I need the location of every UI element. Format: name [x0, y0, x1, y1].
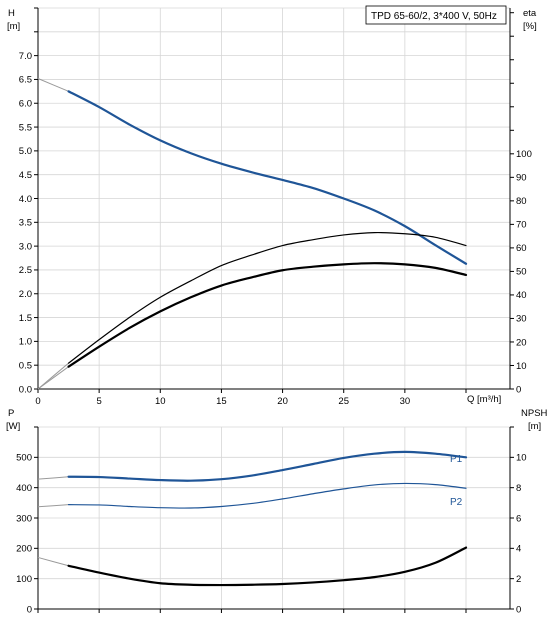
top-left-tick-label: 0.0 — [19, 384, 32, 395]
top-left-tick-label: 2.5 — [19, 265, 32, 276]
top-left-tick-label: 4.0 — [19, 194, 32, 205]
bottom-left-tick-label: 400 — [16, 483, 32, 494]
top-right-tick-label: 100 — [516, 149, 532, 160]
top-left-axis-title-symbol: H — [8, 8, 15, 19]
bottom-right-tick-label: 6 — [516, 513, 521, 524]
top-right-axis-title-unit: [%] — [523, 21, 537, 32]
title-box — [365, 5, 507, 25]
bottom-series-2-extrapolation — [37, 556, 69, 567]
top-x-tick-label: 5 — [96, 396, 101, 407]
p1-series-label: P1 — [450, 454, 463, 465]
bottom-right-tick-label: 8 — [516, 483, 521, 494]
top-right-tick-label: 20 — [516, 337, 527, 348]
bottom-series-1-line — [67, 482, 467, 509]
top-x-tick-label: 30 — [400, 396, 411, 407]
top-right-tick-label: 60 — [516, 243, 527, 254]
bottom-left-tick-label: 100 — [16, 574, 32, 585]
top-right-tick-label: 10 — [516, 361, 527, 372]
bottom-right-tick-label: 2 — [516, 574, 521, 585]
bottom-right-axis-title-unit: [m] — [528, 421, 541, 432]
top-left-tick-label: 1.0 — [19, 337, 32, 348]
top-right-tick-label: 40 — [516, 290, 527, 301]
top-series-2-line — [67, 262, 468, 368]
chart-title: TPD 65-60/2, 3*400 V, 50Hz — [371, 11, 497, 22]
top-left-tick-label: 0.5 — [19, 360, 32, 371]
bottom-left-axis-title-unit: [W] — [6, 421, 20, 432]
bottom-series-1-extrapolation — [37, 504, 69, 508]
bottom-series-2-line — [67, 546, 468, 587]
top-right-tick-label: 70 — [516, 220, 527, 231]
bottom-grid — [34, 426, 514, 613]
top-left-tick-label: 4.5 — [19, 170, 32, 181]
bottom-left-tick-label: 300 — [16, 513, 32, 524]
top-left-tick-label: 5.5 — [19, 122, 32, 133]
top-x-tick-label: 15 — [216, 396, 227, 407]
top-right-tick-label: 0 — [516, 384, 521, 395]
bottom-right-tick-label: 4 — [516, 544, 521, 555]
top-x-tick-label: 20 — [277, 396, 288, 407]
top-right-tick-label: 80 — [516, 196, 527, 207]
axis-labels-group: 0.0 0.5 1.0 1.5 2.0 2.5 3.0 3.5 4.0 4.5 5.0 5.5 6.0 6… — [16, 51, 532, 615]
top-series-2-extrapolation — [37, 366, 69, 390]
top-right-axis-title-symbol: eta — [523, 8, 537, 19]
top-right-tick-label: 90 — [516, 173, 527, 184]
top-left-tick-label: 1.5 — [19, 313, 32, 324]
top-series-group — [37, 78, 468, 390]
top-left-axis-title-unit: [m] — [7, 21, 20, 32]
top-series-1-line — [67, 231, 467, 364]
bottom-series-0-line — [67, 450, 468, 482]
top-right-tick-label: 30 — [516, 314, 527, 325]
bottom-right-tick-label: 10 — [516, 453, 527, 464]
bottom-left-axis-title-symbol: P — [8, 408, 14, 419]
p2-series-label: P2 — [450, 497, 463, 508]
top-series-0-extrapolation — [37, 78, 69, 92]
top-grid — [34, 7, 514, 393]
top-x-tick-label: 0 — [35, 396, 40, 407]
bottom-left-tick-label: 200 — [16, 544, 32, 555]
bottom-right-tick-label: 0 — [516, 604, 521, 615]
bottom-series-0-extrapolation — [37, 476, 69, 480]
top-x-tick-label: 25 — [338, 396, 349, 407]
bottom-series-group — [37, 450, 468, 587]
top-left-tick-label: 7.0 — [19, 51, 32, 62]
bottom-left-tick-label: 0 — [27, 604, 32, 615]
top-left-tick-label: 3.5 — [19, 218, 32, 229]
top-left-tick-label: 3.0 — [19, 241, 32, 252]
top-left-tick-label: 5.0 — [19, 146, 32, 157]
top-left-tick-label: 6.5 — [19, 75, 32, 86]
top-left-tick-label: 2.0 — [19, 289, 32, 300]
top-left-tick-label: 6.0 — [19, 99, 32, 110]
top-x-tick-label: 10 — [155, 396, 166, 407]
top-right-tick-label: 50 — [516, 267, 527, 278]
bottom-right-axis-title-symbol: NPSH — [521, 408, 548, 419]
bottom-left-tick-label: 500 — [16, 453, 32, 464]
x-axis-title: Q [m³/h] — [467, 394, 501, 405]
top-series-0-line — [67, 90, 468, 265]
